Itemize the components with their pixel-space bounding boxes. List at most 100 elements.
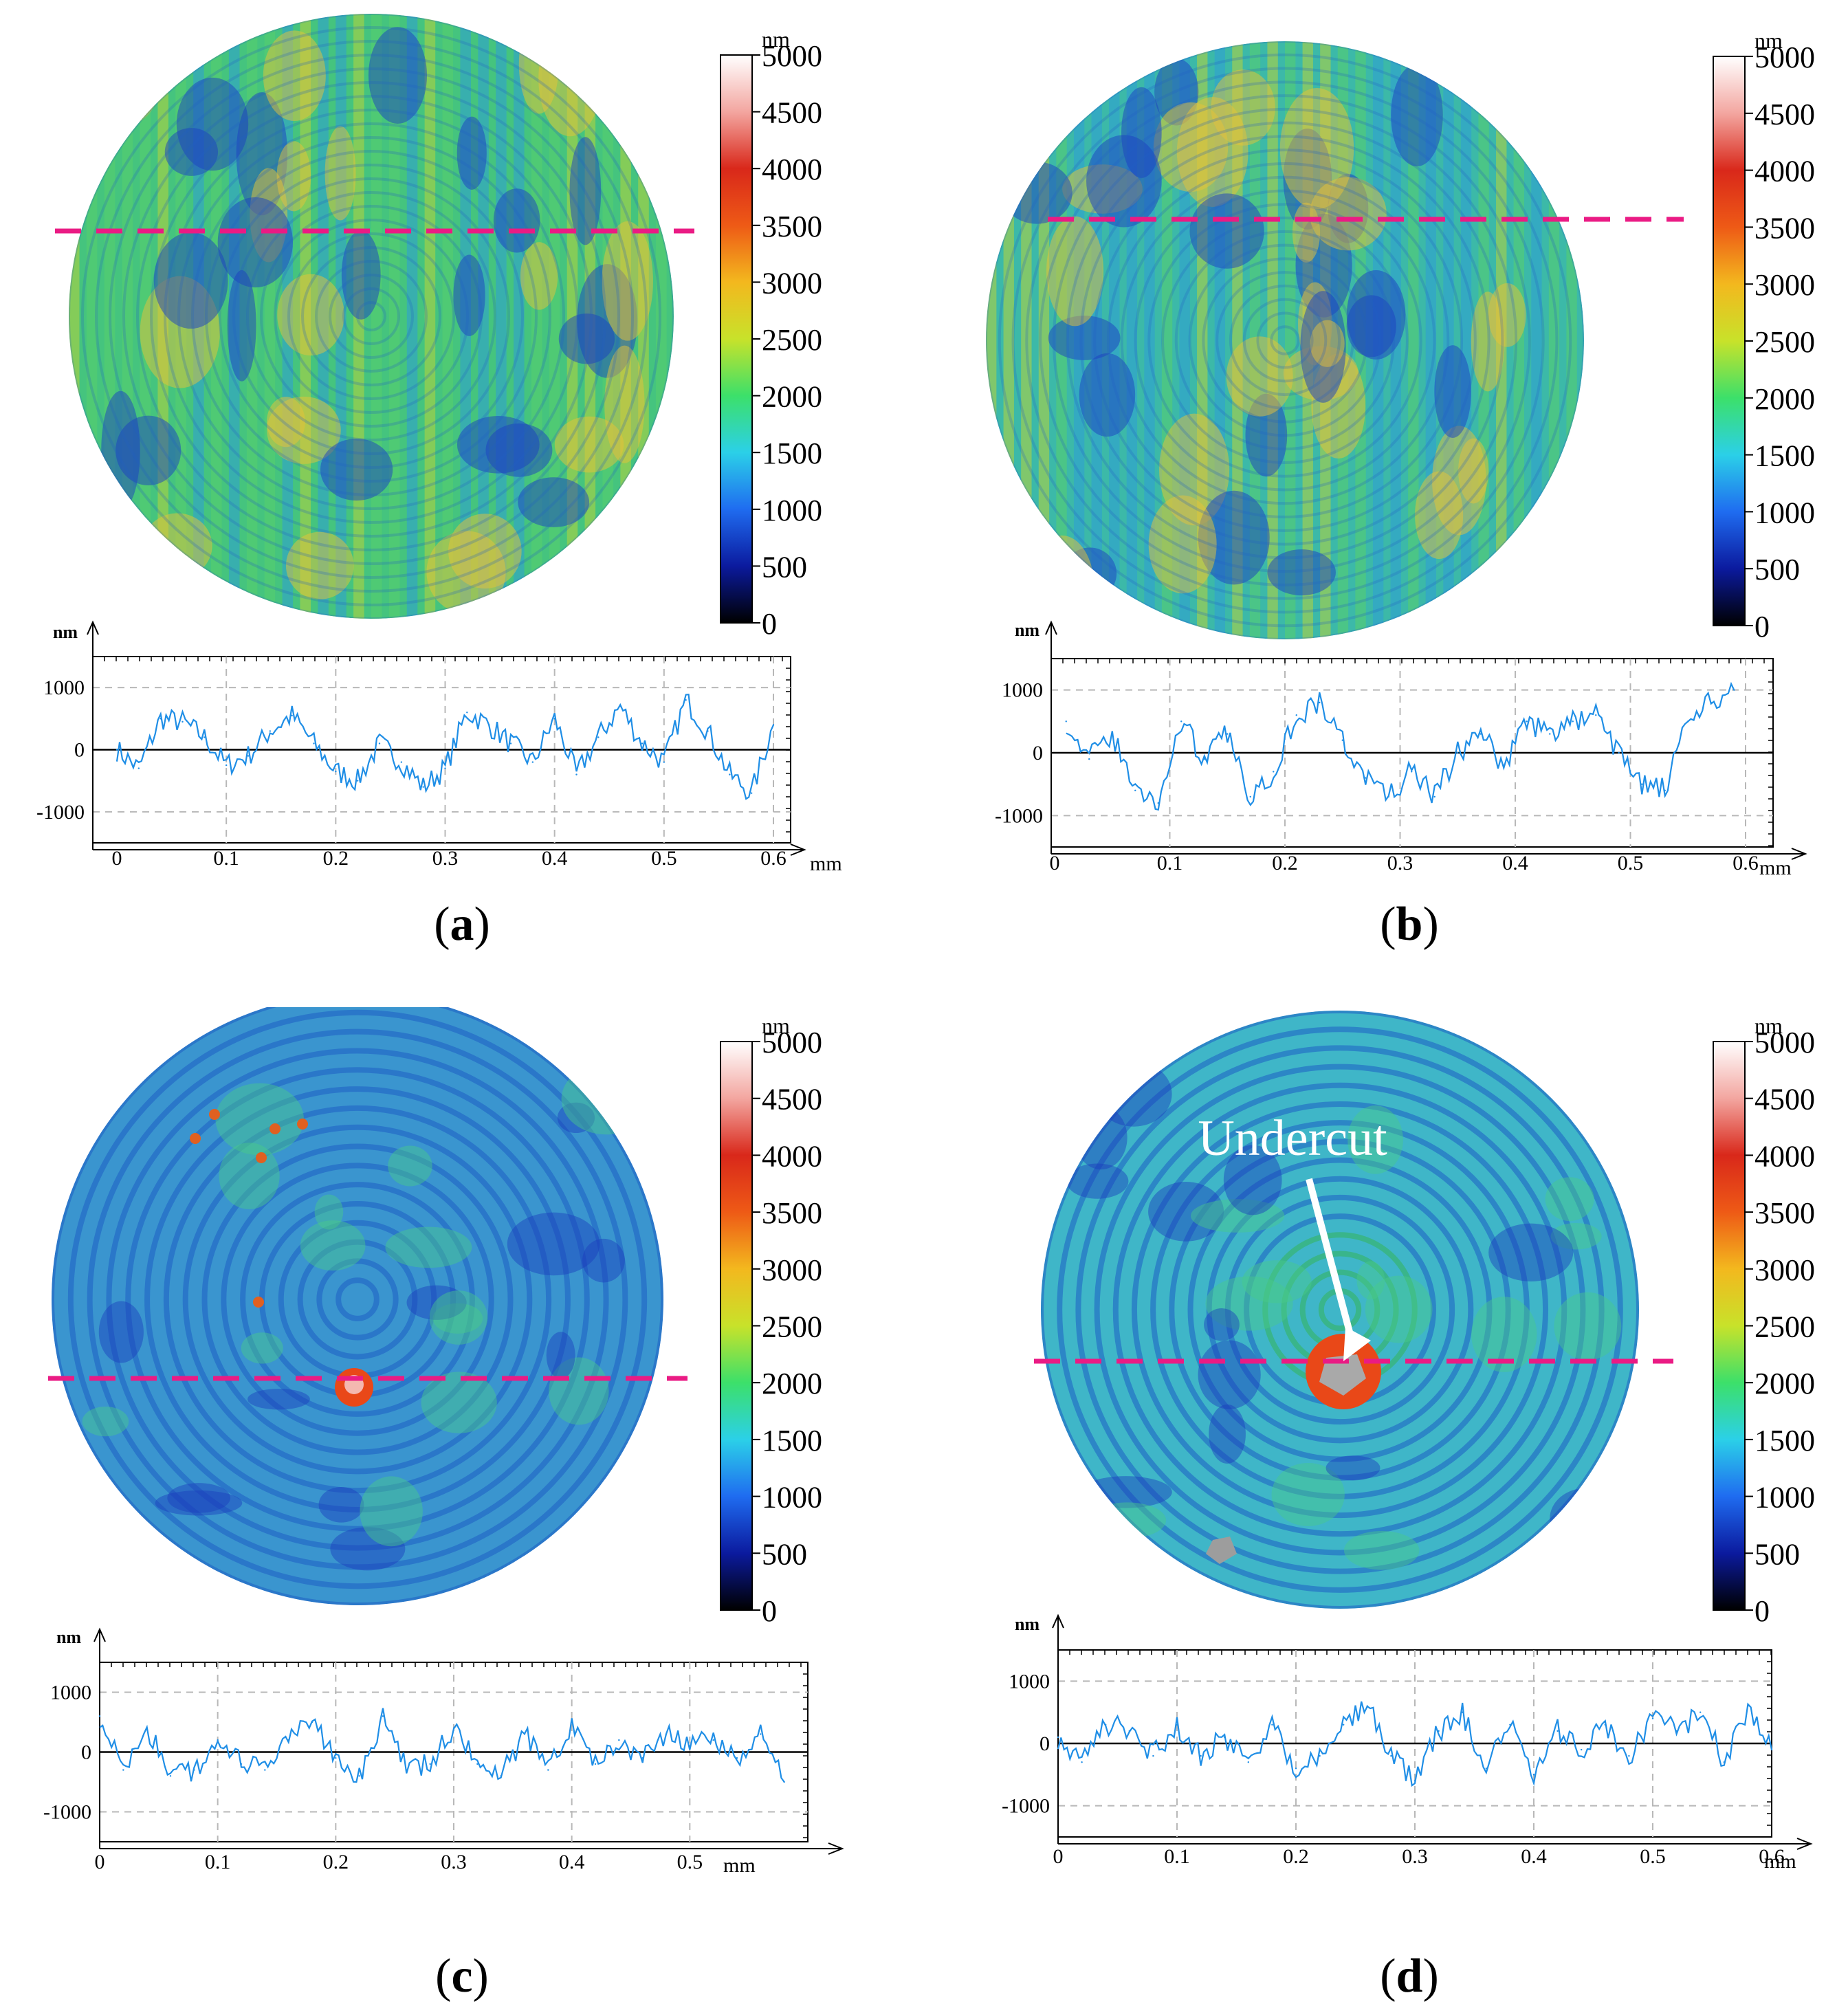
profile-point — [783, 1781, 785, 1783]
texture-blob — [554, 416, 624, 473]
debris — [209, 1109, 220, 1120]
texture-ring — [1039, 94, 1531, 586]
figure-c: 5000450040003500300025002000150010005000… — [43, 1007, 844, 1877]
x-tick-label: 0.4 — [1521, 1845, 1547, 1868]
colorbar-tick-label: 2500 — [1754, 1310, 1815, 1344]
texture-ring — [87, 1028, 628, 1570]
texture-stripe — [549, 14, 560, 619]
texture-ring — [1174, 230, 1396, 451]
profile-point — [269, 730, 272, 732]
profile-point — [217, 1739, 219, 1741]
texture-ring — [177, 122, 565, 510]
profile-point — [571, 1721, 573, 1724]
profile-point — [335, 1757, 337, 1759]
texture-blob — [456, 416, 540, 474]
y-tick-label: 1000 — [43, 676, 85, 699]
profile-point — [1180, 720, 1182, 723]
x-tick-label: 0.1 — [1164, 1845, 1190, 1868]
colorbar-tick-label: 1500 — [1754, 1424, 1815, 1457]
colorbar-tick-label: 1000 — [762, 1481, 822, 1515]
texture-blob — [1198, 1340, 1261, 1409]
texture-ring — [1079, 135, 1490, 546]
texture-ring — [221, 1163, 494, 1436]
y-tick-label: 0 — [1040, 1732, 1050, 1755]
profile-point — [1733, 689, 1735, 691]
texture-blob — [277, 274, 344, 356]
texture-ring — [201, 1143, 514, 1455]
texture-blob — [1310, 177, 1387, 251]
panel-label-b: (b) — [1380, 898, 1439, 951]
colorbar-tick-label: 4500 — [762, 1083, 822, 1116]
texture-ring — [1093, 148, 1477, 532]
profile-point — [311, 1721, 314, 1724]
profile-point — [138, 767, 140, 769]
texture-blob — [248, 1389, 310, 1410]
profile-point — [1509, 1724, 1511, 1726]
texture-blob — [1001, 162, 1072, 224]
colorbar-tick-label: 1500 — [762, 1424, 822, 1457]
surface-texture — [52, 1007, 663, 1605]
texture-blob — [217, 197, 293, 288]
texture-ring — [297, 1239, 418, 1360]
texture-blob — [227, 269, 256, 382]
texture-blob — [432, 1303, 483, 1334]
texture-ring — [1052, 107, 1518, 573]
x-tick-label: 0.4 — [542, 847, 568, 870]
colorbar-tick-label: 500 — [762, 550, 807, 584]
profile-point — [750, 792, 753, 794]
texture-ring — [191, 136, 551, 496]
colorbar-tick-label: 4000 — [1754, 155, 1815, 188]
x-unit: mm — [1759, 857, 1792, 879]
panel-d: Undercut 5000 4500 4000 3500 3000 2500 2000 150… — [924, 1007, 1848, 2014]
profile-point — [1641, 783, 1643, 785]
debris — [190, 1133, 201, 1144]
texture-ring — [81, 26, 661, 606]
profile-point — [1770, 1748, 1773, 1751]
profile-point — [1390, 1754, 1392, 1757]
y-tick-label: 0 — [74, 739, 85, 762]
profile-point — [1203, 758, 1205, 760]
colorbar-tick-label: 4000 — [1754, 1139, 1815, 1173]
profile-point — [1723, 1761, 1725, 1763]
texture-blob — [1223, 1145, 1282, 1215]
x-tick-label: 0.5 — [1618, 852, 1644, 874]
x-tick-label: 0.1 — [205, 1851, 231, 1873]
texture-blob — [1205, 1276, 1293, 1331]
panel-a: 5000 4500 4000 3500 3000 2500 2000 1500 1000 500 0… — [0, 0, 924, 1007]
texture-blob — [1554, 1292, 1622, 1361]
profile-point — [444, 767, 446, 769]
texture-blob — [558, 313, 615, 364]
texture-stripe — [406, 14, 418, 619]
profile-point — [1319, 1754, 1321, 1757]
x-tick-label: 0.2 — [323, 1851, 349, 1873]
colorbar-a: 5000450040003500300025002000150010005000… — [720, 27, 822, 641]
texture-ring — [1066, 121, 1504, 560]
colorbar-tick-label: 2000 — [1754, 382, 1815, 416]
colorbar-tick-label: 2500 — [1754, 325, 1815, 359]
texture-stripe — [442, 14, 454, 619]
colorbar-unit: nm — [1754, 1013, 1783, 1038]
texture-blob — [266, 397, 305, 448]
colorbar-tick-label: 500 — [762, 1537, 807, 1571]
x-tick-label: 0.6 — [1759, 1845, 1785, 1868]
texture-ring — [301, 246, 441, 386]
texture-ring — [1131, 1101, 1549, 1519]
texture-ring — [316, 1258, 399, 1341]
panel-label-d: (d) — [1380, 1950, 1439, 2003]
profile-series — [116, 694, 775, 800]
texture-ring — [274, 219, 469, 414]
texture-ring — [67, 1009, 648, 1589]
texture-blob — [429, 1290, 488, 1345]
texture-blob — [1095, 1061, 1172, 1127]
colorbar-tick-label: 3500 — [1754, 1196, 1815, 1230]
profile-point — [1411, 771, 1413, 773]
colorbar-tick-label: 4500 — [1754, 1083, 1815, 1116]
profile-point — [597, 736, 600, 738]
figure-a: 5000450040003500300025002000150010005000… — [36, 14, 842, 875]
texture-blob — [330, 1527, 406, 1571]
texture-blob — [1391, 64, 1443, 167]
profile-point — [729, 773, 731, 775]
texture-blob — [546, 1332, 575, 1379]
x-axis-arrow — [1791, 848, 1807, 860]
colorbar-tick-label: 0 — [1754, 610, 1770, 643]
